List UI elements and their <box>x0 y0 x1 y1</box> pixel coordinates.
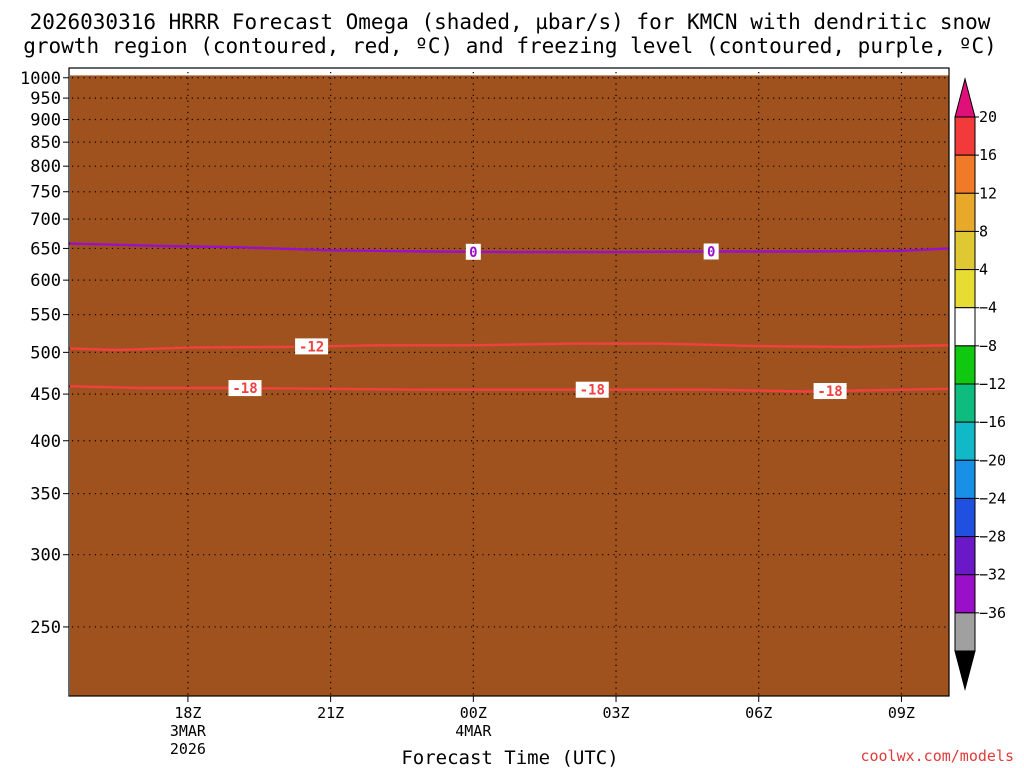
contour-label-2-0: 0 <box>469 245 477 261</box>
contour-label-0-2: -18 <box>817 384 842 400</box>
y-tick-label-250: 250 <box>30 618 61 638</box>
y-tick-label-600: 600 <box>30 271 61 291</box>
x-tick-label-4-0: 06Z <box>745 704 772 722</box>
y-tick-label-700: 700 <box>30 210 61 230</box>
contour-label-2-1: 0 <box>707 244 715 260</box>
contour-label-0-1: -18 <box>580 383 605 399</box>
y-tick-label-500: 500 <box>30 343 61 363</box>
colorbar-segment-9 <box>954 459 976 499</box>
colorbar-label-6: −8 <box>979 337 997 355</box>
colorbar-segment-8 <box>954 421 976 461</box>
x-tick-label-2-0: 00Z <box>460 704 487 722</box>
contour-label-bg-2-1 <box>703 243 719 260</box>
watermark: coolwx.com/models <box>860 747 1014 765</box>
colorbar-label-5: −4 <box>979 299 997 317</box>
colorbar-segment-2 <box>954 192 976 232</box>
contour-label-0-0: -18 <box>232 381 257 397</box>
colorbar-segment-0 <box>954 116 976 156</box>
contour-label-1-0: -12 <box>299 339 324 355</box>
colorbar-segment-3 <box>954 230 976 271</box>
x-tick-label-0-0: 18Z <box>174 704 201 722</box>
contour-label-bg-0-2 <box>813 383 847 400</box>
x-tick-label-5-0: 09Z <box>888 704 915 722</box>
x-tick-label-0-1: 3MAR <box>170 722 207 740</box>
y-tick-label-550: 550 <box>30 306 61 326</box>
x-tick-label-2-1: 4MAR <box>455 722 492 740</box>
y-tick-label-350: 350 <box>30 485 61 505</box>
colorbar: 20 16 12 8 4 −4 −8 −12 −16 −20 −24 −28 −32 −36 <box>954 77 1006 691</box>
colorbar-label-10: −24 <box>979 489 1006 507</box>
colorbar-label-11: −28 <box>979 528 1006 546</box>
colorbar-label-7: −12 <box>979 375 1006 393</box>
contour-label-bg-0-1 <box>575 381 609 398</box>
colorbar-segment-13 <box>954 612 976 652</box>
colorbar-label-12: −32 <box>979 566 1006 584</box>
x-tick-label-1-0: 21Z <box>317 704 344 722</box>
contour-line-0 <box>68 242 950 254</box>
y-tick-label-950: 950 <box>30 89 61 109</box>
colorbar-label-9: −20 <box>979 451 1006 469</box>
y-tick-label-850: 850 <box>30 133 61 153</box>
contour-label-bg-2-0 <box>465 243 481 260</box>
colorbar-label-13: −36 <box>979 604 1006 622</box>
plot-area: 2503003504004505005506006507007508008509… <box>20 67 950 758</box>
colorbar-segment-1 <box>954 154 976 194</box>
colorbar-segment-6 <box>954 345 976 385</box>
contour-label-bg-1-0 <box>295 338 329 355</box>
colorbar-segment-4 <box>954 269 976 309</box>
colorbar-label-2: 12 <box>979 184 997 202</box>
colorbar-label-0: 20 <box>979 108 997 126</box>
contour-label-bg-0-0 <box>228 380 262 397</box>
colorbar-segment-10 <box>954 497 976 538</box>
colorbar-label-4: 4 <box>979 261 988 279</box>
y-tick-label-450: 450 <box>30 385 61 405</box>
y-tick-label-650: 650 <box>30 239 61 259</box>
colorbar-segment-7 <box>954 383 976 423</box>
y-tick-label-750: 750 <box>30 183 61 203</box>
colorbar-segment-12 <box>954 574 976 614</box>
chart-title-line-2: growth region (contoured, red, ºC) and f… <box>23 34 997 58</box>
chart-title-line-1: 2026030316 HRRR Forecast Omega (shaded, … <box>30 10 991 34</box>
colorbar-label-1: 16 <box>979 146 997 164</box>
y-tick-label-300: 300 <box>30 546 61 566</box>
y-tick-label-800: 800 <box>30 157 61 177</box>
colorbar-label-8: −16 <box>979 413 1006 431</box>
contour-line--12 <box>68 342 950 352</box>
y-tick-label-400: 400 <box>30 432 61 452</box>
plot-frame <box>68 67 950 697</box>
y-tick-label-900: 900 <box>30 111 61 131</box>
colorbar-bottom-arrow <box>954 650 976 691</box>
colorbar-segment-11 <box>954 536 976 576</box>
colorbar-label-3: 8 <box>979 222 988 240</box>
terrain-fill <box>70 75 949 696</box>
x-axis-label: Forecast Time (UTC) <box>401 747 618 768</box>
x-tick-label-3-0: 03Z <box>602 704 629 722</box>
y-tick-label-1000: 1000 <box>20 69 61 89</box>
x-tick-label-0-2: 2026 <box>170 740 206 758</box>
colorbar-segment-5 <box>954 307 976 347</box>
